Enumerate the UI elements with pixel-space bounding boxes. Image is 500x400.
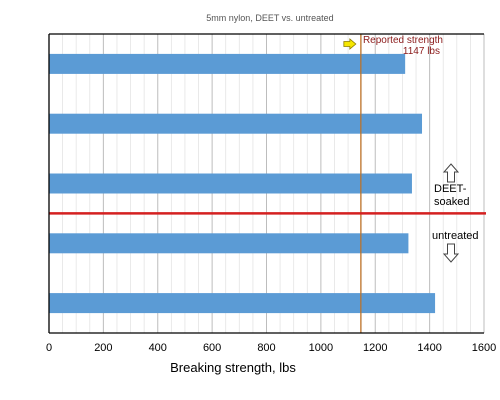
up-arrow-icon xyxy=(442,163,460,183)
reference-label-line1: Reported strength xyxy=(363,35,443,46)
x-tick-label: 200 xyxy=(94,342,112,354)
bar xyxy=(49,113,423,134)
down-arrow-icon xyxy=(442,243,460,263)
x-tick-label: 0 xyxy=(46,342,52,354)
x-tick-label: 1200 xyxy=(363,342,387,354)
reference-label-line2: 1147 lbs xyxy=(403,46,440,57)
untreated-label: untreated xyxy=(432,230,478,242)
reference-arrow-marker xyxy=(343,38,357,50)
axis-layer: 0 200 400 600 800 1000 1200 1400 1600 xyxy=(46,33,496,354)
bar xyxy=(49,173,412,194)
deet-soaked-label-line1: DEET- xyxy=(434,183,467,195)
reference-layer: Reported strength 1147 lbs xyxy=(343,34,443,333)
x-tick-label: 600 xyxy=(203,342,221,354)
chart-title: 5mm nylon, DEET vs. untreated xyxy=(206,13,333,23)
x-tick-label: 1000 xyxy=(309,342,333,354)
x-tick-label: 800 xyxy=(257,342,275,354)
x-tick-label: 1600 xyxy=(472,342,496,354)
bars-layer xyxy=(49,53,436,314)
x-axis-label: Breaking strength, lbs xyxy=(170,360,296,375)
x-tick-label: 400 xyxy=(149,342,167,354)
bar xyxy=(49,53,406,74)
bar xyxy=(49,233,409,254)
deet-soaked-label-line2: soaked xyxy=(434,196,469,208)
group-annotations: DEET- soaked untreated xyxy=(432,163,478,263)
bar xyxy=(49,293,436,314)
x-tick-label: 1400 xyxy=(417,342,441,354)
